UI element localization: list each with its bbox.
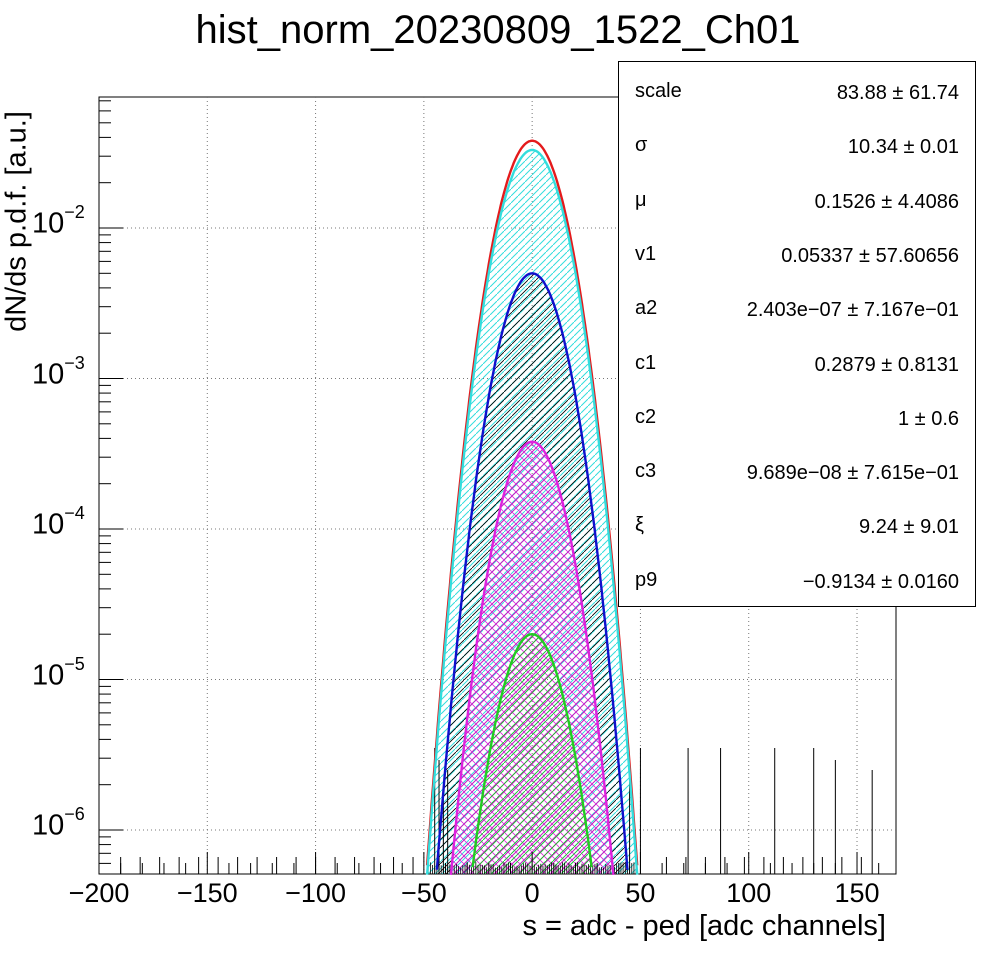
x-tick-label: 100 (726, 878, 771, 909)
stats-param-name: μ (635, 189, 647, 212)
stats-param-name: c1 (635, 352, 656, 375)
stats-param-value: 83.88 ± 61.74 (837, 82, 959, 105)
stats-row: ξ 9.24 ± 9.01 (619, 498, 975, 552)
x-axis-label: s = adc - ped [adc channels] (522, 910, 886, 943)
stats-param-value: 9.689e−08 ± 7.615e−01 (747, 462, 959, 485)
stats-param-name: a2 (635, 297, 657, 320)
stats-param-value: 2.403e−07 ± 7.167e−01 (747, 299, 959, 322)
x-tick-label: −200 (69, 878, 130, 909)
x-tick-label: 0 (525, 878, 540, 909)
stats-row: scale 83.88 ± 61.74 (619, 64, 975, 118)
fit-stats-box: scale 83.88 ± 61.74 σ 10.34 ± 0.01 μ 0.1526 ±… (618, 61, 976, 607)
stats-param-value: 9.24 ± 9.01 (859, 516, 959, 539)
x-tick-label: 50 (625, 878, 655, 909)
x-tick-label: −150 (177, 878, 238, 909)
stats-row: a2 2.403e−07 ± 7.167e−01 (619, 281, 975, 335)
stats-row: μ 0.1526 ± 4.4086 (619, 173, 975, 227)
stats-param-name: c3 (635, 460, 656, 483)
stats-param-value: 0.1526 ± 4.4086 (815, 191, 959, 214)
stats-row: c3 9.689e−08 ± 7.615e−01 (619, 444, 975, 498)
y-tick-label: 10−2 (32, 206, 85, 241)
stats-param-name: c2 (635, 406, 656, 429)
stats-param-name: σ (635, 134, 647, 157)
stats-param-value: −0.9134 ± 0.0160 (803, 571, 959, 594)
x-tick-label: −100 (285, 878, 346, 909)
chart-title: hist_norm_20230809_1522_Ch01 (0, 8, 996, 53)
stats-row: c1 0.2879 ± 0.8131 (619, 336, 975, 390)
stats-row: v1 0.05337 ± 57.60656 (619, 227, 975, 281)
stats-param-name: scale (635, 80, 682, 103)
stats-param-value: 1 ± 0.6 (898, 408, 959, 431)
y-axis-label: dN/ds p.d.f. [a.u.] (1, 37, 34, 407)
y-tick-label: 10−3 (32, 357, 85, 392)
y-tick-label: 10−5 (32, 658, 85, 693)
stats-param-value: 0.2879 ± 0.8131 (815, 354, 959, 377)
stats-param-name: p9 (635, 569, 657, 592)
stats-param-name: ξ (635, 514, 644, 537)
y-tick-label: 10−6 (32, 808, 85, 843)
stats-row: p9 −0.9134 ± 0.0160 (619, 553, 975, 607)
stats-param-value: 10.34 ± 0.01 (848, 136, 959, 159)
y-tick-label: 10−4 (32, 507, 85, 542)
stats-row: σ 10.34 ± 0.01 (619, 118, 975, 172)
stats-param-name: v1 (635, 243, 656, 266)
x-tick-label: −50 (401, 878, 447, 909)
x-tick-label: 150 (834, 878, 879, 909)
stats-row: c2 1 ± 0.6 (619, 390, 975, 444)
stats-param-value: 0.05337 ± 57.60656 (781, 245, 959, 268)
